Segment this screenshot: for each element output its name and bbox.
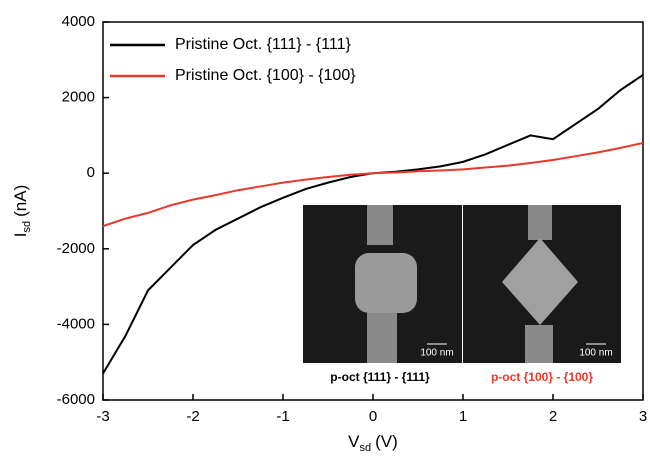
y-label-unit: (nA) (11, 185, 30, 217)
scale-label: 100 nm (420, 348, 453, 359)
x-tick-label: 2 (549, 408, 557, 425)
x-tick-label: 0 (369, 408, 377, 425)
y-axis-label: Isd (nA) (11, 185, 32, 237)
legend-label: Pristine Oct. {100} - {100} (175, 67, 356, 84)
x-label-sub: sd (360, 442, 372, 454)
y-tick-label: -4000 (57, 315, 95, 332)
y-tick-label: 4000 (62, 13, 95, 30)
y-tick-label: 0 (87, 164, 95, 181)
y-tick-label: 2000 (62, 89, 95, 106)
scale-label: 100 nm (579, 348, 612, 359)
x-tick-label: -3 (96, 408, 109, 425)
wire (367, 205, 393, 245)
inset-caption: p-oct {100} - {100} (491, 370, 593, 384)
wire (528, 205, 552, 240)
inset: 100 nm 100 nm p-oct {111} - {111} p-oct … (303, 205, 621, 384)
x-label-main: V (348, 432, 360, 451)
x-tick-label: -1 (276, 408, 289, 425)
crystal (355, 253, 417, 313)
x-label-unit: (V) (375, 432, 398, 451)
series-line (102, 141, 644, 228)
y-label-sub: sd (21, 221, 33, 233)
crystal (502, 238, 578, 325)
y-tick-label: -2000 (57, 240, 95, 257)
x-tick-label: 3 (639, 408, 647, 425)
inset-caption: p-oct {111} - {111} (330, 370, 430, 384)
x-tick-label: -2 (186, 408, 199, 425)
y-label-main: I (11, 233, 30, 238)
x-tick-label: 1 (459, 408, 467, 425)
y-tick-label: -6000 (57, 391, 95, 408)
legend-label: Pristine Oct. {111} - {111} (175, 36, 351, 53)
x-axis-label: Vsd (V) (348, 432, 398, 453)
wire (525, 325, 553, 363)
wire (367, 313, 397, 363)
